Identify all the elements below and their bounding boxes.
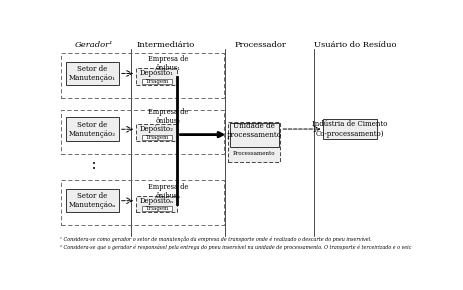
Text: Processamento: Processamento xyxy=(233,151,275,156)
Text: Depósitoₙ: Depósitoₙ xyxy=(140,197,174,205)
Bar xyxy=(230,124,279,147)
Bar xyxy=(66,117,119,141)
Bar xyxy=(61,180,224,225)
Text: Depósito₁: Depósito₁ xyxy=(140,69,174,77)
Bar xyxy=(323,119,376,139)
Text: Triagem: Triagem xyxy=(145,206,169,211)
Bar xyxy=(66,189,119,212)
Text: Triagem: Triagem xyxy=(145,135,169,140)
Text: Setor de
Manutençãoₙ: Setor de Manutençãoₙ xyxy=(69,192,116,209)
Bar xyxy=(136,68,177,85)
Bar xyxy=(136,124,177,141)
Bar xyxy=(66,61,119,85)
Text: •: • xyxy=(92,161,96,167)
Text: Usuário do Resíduo: Usuário do Resíduo xyxy=(314,41,397,49)
Text: Indústria de Cimento
Co-processamento): Indústria de Cimento Co-processamento) xyxy=(312,120,388,138)
Bar xyxy=(136,195,177,212)
Text: ¹ Considera-se como gerador o setor de manutenção da empresa de transporte onde : ¹ Considera-se como gerador o setor de m… xyxy=(60,236,371,242)
Text: ² Considera-se que o gerador é responsável pela entrega do pneu inservível na un: ² Considera-se que o gerador é responsáv… xyxy=(60,245,411,250)
Text: Setor de
Manutenção₂: Setor de Manutenção₂ xyxy=(69,121,116,138)
Text: Unidade de
processamento: Unidade de processamento xyxy=(226,122,282,139)
Bar xyxy=(61,110,224,154)
Text: Setor de
Manutenção₁: Setor de Manutenção₁ xyxy=(69,65,116,82)
Text: Processador: Processador xyxy=(235,41,287,49)
Bar xyxy=(142,79,172,84)
Text: Triagem: Triagem xyxy=(145,79,169,84)
Text: Empresa de
ônibus₂: Empresa de ônibus₂ xyxy=(148,108,188,125)
Bar xyxy=(142,206,172,211)
Text: •: • xyxy=(92,166,96,172)
Text: Empresa de
ônibus₁: Empresa de ônibus₁ xyxy=(148,55,188,72)
Bar xyxy=(142,135,172,140)
Text: Depósito₂: Depósito₂ xyxy=(140,125,174,133)
Text: Gerador¹: Gerador¹ xyxy=(75,41,113,49)
Bar xyxy=(228,122,281,162)
Text: Empresa de
ônibusₙ: Empresa de ônibusₙ xyxy=(148,182,188,200)
Text: Intermediário: Intermediário xyxy=(137,41,194,49)
Bar xyxy=(61,53,224,98)
